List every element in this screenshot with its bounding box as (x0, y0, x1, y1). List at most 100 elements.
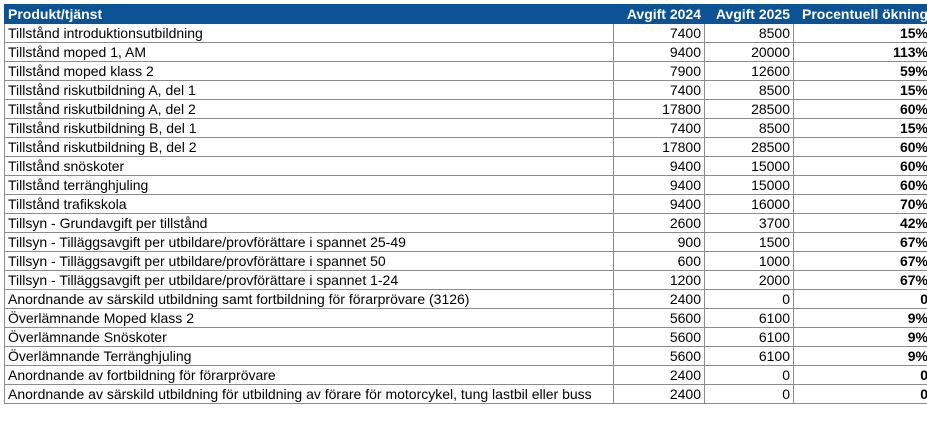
table-row: Tillstånd moped klass 2 7900 12600 59% (4, 61, 927, 81)
cell-product[interactable]: Tillstånd riskutbildning B, del 1 (4, 118, 614, 138)
table-row: Anordnande av särskild utbildning för ut… (4, 384, 927, 404)
cell-increase[interactable]: 9% (793, 346, 927, 366)
cell-fee-2024[interactable]: 9400 (613, 156, 705, 176)
cell-product[interactable]: Tillstånd riskutbildning A, del 1 (4, 80, 614, 100)
cell-fee-2025[interactable]: 6100 (704, 327, 794, 347)
cell-fee-2024[interactable]: 2400 (613, 365, 705, 385)
column-header-fee-2025[interactable]: Avgift 2025 (704, 4, 794, 24)
cell-fee-2025[interactable]: 8500 (704, 80, 794, 100)
cell-fee-2025[interactable]: 6100 (704, 346, 794, 366)
cell-fee-2024[interactable]: 2400 (613, 384, 705, 404)
cell-product[interactable]: Överlämnande Terränghjuling (4, 346, 614, 366)
cell-product[interactable]: Tillstånd trafikskola (4, 194, 614, 214)
cell-fee-2024[interactable]: 1200 (613, 270, 705, 290)
cell-fee-2024[interactable]: 7400 (613, 80, 705, 100)
cell-fee-2024[interactable]: 17800 (613, 99, 705, 119)
cell-product[interactable]: Tillstånd riskutbildning B, del 2 (4, 137, 614, 157)
table-row: Tillstånd trafikskola 9400 16000 70% (4, 194, 927, 214)
cell-product[interactable]: Tillstånd terränghjuling (4, 175, 614, 195)
cell-fee-2025[interactable]: 2000 (704, 270, 794, 290)
cell-fee-2025[interactable]: 28500 (704, 99, 794, 119)
cell-increase[interactable]: 0 (793, 289, 927, 309)
cell-fee-2024[interactable]: 5600 (613, 308, 705, 328)
cell-fee-2024[interactable]: 2400 (613, 289, 705, 309)
fee-table: Produkt/tjänst Avgift 2024 Avgift 2025 P… (4, 4, 927, 404)
cell-fee-2025[interactable]: 0 (704, 365, 794, 385)
cell-fee-2024[interactable]: 9400 (613, 194, 705, 214)
cell-increase[interactable]: 67% (793, 232, 927, 252)
table-row: Tillsyn - Grundavgift per tillstånd 2600 3… (4, 213, 927, 233)
cell-fee-2025[interactable]: 8500 (704, 118, 794, 138)
cell-increase[interactable]: 42% (793, 213, 927, 233)
cell-fee-2024[interactable]: 7900 (613, 61, 705, 81)
table-row: Tillstånd terränghjuling 9400 15000 60% (4, 175, 927, 195)
cell-product[interactable]: Anordnande av särskild utbildning samt f… (4, 289, 614, 309)
table-row: Tillsyn - Tilläggsavgift per utbildare/p… (4, 251, 927, 271)
cell-fee-2025[interactable]: 3700 (704, 213, 794, 233)
column-header-fee-2024[interactable]: Avgift 2024 (613, 4, 705, 24)
header-row: Produkt/tjänst Avgift 2024 Avgift 2025 P… (4, 4, 927, 24)
cell-fee-2025[interactable]: 28500 (704, 137, 794, 157)
cell-increase[interactable]: 60% (793, 156, 927, 176)
cell-fee-2024[interactable]: 17800 (613, 137, 705, 157)
cell-product[interactable]: Tillsyn - Tilläggsavgift per utbildare/p… (4, 251, 614, 271)
column-header-product[interactable]: Produkt/tjänst (4, 4, 614, 24)
cell-fee-2025[interactable]: 6100 (704, 308, 794, 328)
table-row: Tillstånd riskutbildning A, del 1 7400 850… (4, 80, 927, 100)
cell-increase[interactable]: 15% (793, 118, 927, 138)
cell-increase[interactable]: 9% (793, 327, 927, 347)
table-row: Anordnande av särskild utbildning samt f… (4, 289, 927, 309)
cell-increase[interactable]: 0 (793, 365, 927, 385)
table-row: Överlämnande Moped klass 2 5600 6100 9% (4, 308, 927, 328)
cell-fee-2025[interactable]: 8500 (704, 23, 794, 43)
cell-product[interactable]: Tillstånd riskutbildning A, del 2 (4, 99, 614, 119)
cell-fee-2025[interactable]: 1000 (704, 251, 794, 271)
cell-fee-2024[interactable]: 9400 (613, 175, 705, 195)
table-row: Överlämnande Snöskoter 5600 6100 9% (4, 327, 927, 347)
cell-increase[interactable]: 113% (793, 42, 927, 62)
cell-increase[interactable]: 60% (793, 99, 927, 119)
cell-increase[interactable]: 67% (793, 251, 927, 271)
table-row: Tillstånd riskutbildning A, del 2 17800 28… (4, 99, 927, 119)
cell-fee-2024[interactable]: 7400 (613, 118, 705, 138)
cell-fee-2025[interactable]: 15000 (704, 175, 794, 195)
cell-increase[interactable]: 59% (793, 61, 927, 81)
cell-product[interactable]: Överlämnande Moped klass 2 (4, 308, 614, 328)
cell-product[interactable]: Anordnande av fortbildning för förarpröv… (4, 365, 614, 385)
cell-increase[interactable]: 67% (793, 270, 927, 290)
cell-product[interactable]: Tillstånd moped 1, AM (4, 42, 614, 62)
column-header-increase[interactable]: Procentuell ökning (793, 4, 927, 24)
cell-fee-2025[interactable]: 0 (704, 384, 794, 404)
cell-fee-2025[interactable]: 16000 (704, 194, 794, 214)
cell-fee-2024[interactable]: 5600 (613, 327, 705, 347)
cell-product[interactable]: Tillstånd introduktionsutbildning (4, 23, 614, 43)
cell-increase[interactable]: 0 (793, 384, 927, 404)
cell-product[interactable]: Tillstånd snöskoter (4, 156, 614, 176)
cell-fee-2024[interactable]: 7400 (613, 23, 705, 43)
cell-fee-2024[interactable]: 5600 (613, 346, 705, 366)
cell-fee-2025[interactable]: 15000 (704, 156, 794, 176)
cell-fee-2024[interactable]: 900 (613, 232, 705, 252)
cell-product[interactable]: Tillsyn - Tilläggsavgift per utbildare/p… (4, 270, 614, 290)
table-row: Överlämnande Terränghjuling 5600 6100 9% (4, 346, 927, 366)
cell-increase[interactable]: 15% (793, 23, 927, 43)
cell-fee-2025[interactable]: 12600 (704, 61, 794, 81)
cell-fee-2024[interactable]: 2600 (613, 213, 705, 233)
cell-fee-2025[interactable]: 0 (704, 289, 794, 309)
table-row: Tillstånd introduktionsutbildning 7400 850… (4, 23, 927, 43)
cell-product[interactable]: Tillstånd moped klass 2 (4, 61, 614, 81)
cell-product[interactable]: Tillsyn - Tilläggsavgift per utbildare/p… (4, 232, 614, 252)
cell-increase[interactable]: 9% (793, 308, 927, 328)
cell-product[interactable]: Tillsyn - Grundavgift per tillstånd (4, 213, 614, 233)
cell-increase[interactable]: 15% (793, 80, 927, 100)
cell-fee-2025[interactable]: 1500 (704, 232, 794, 252)
cell-fee-2025[interactable]: 20000 (704, 42, 794, 62)
cell-increase[interactable]: 60% (793, 175, 927, 195)
cell-increase[interactable]: 60% (793, 137, 927, 157)
cell-fee-2024[interactable]: 600 (613, 251, 705, 271)
table-row: Tillsyn - Tilläggsavgift per utbildare/p… (4, 270, 927, 290)
cell-product[interactable]: Överlämnande Snöskoter (4, 327, 614, 347)
cell-fee-2024[interactable]: 9400 (613, 42, 705, 62)
cell-product[interactable]: Anordnande av särskild utbildning för ut… (4, 384, 614, 404)
cell-increase[interactable]: 70% (793, 194, 927, 214)
